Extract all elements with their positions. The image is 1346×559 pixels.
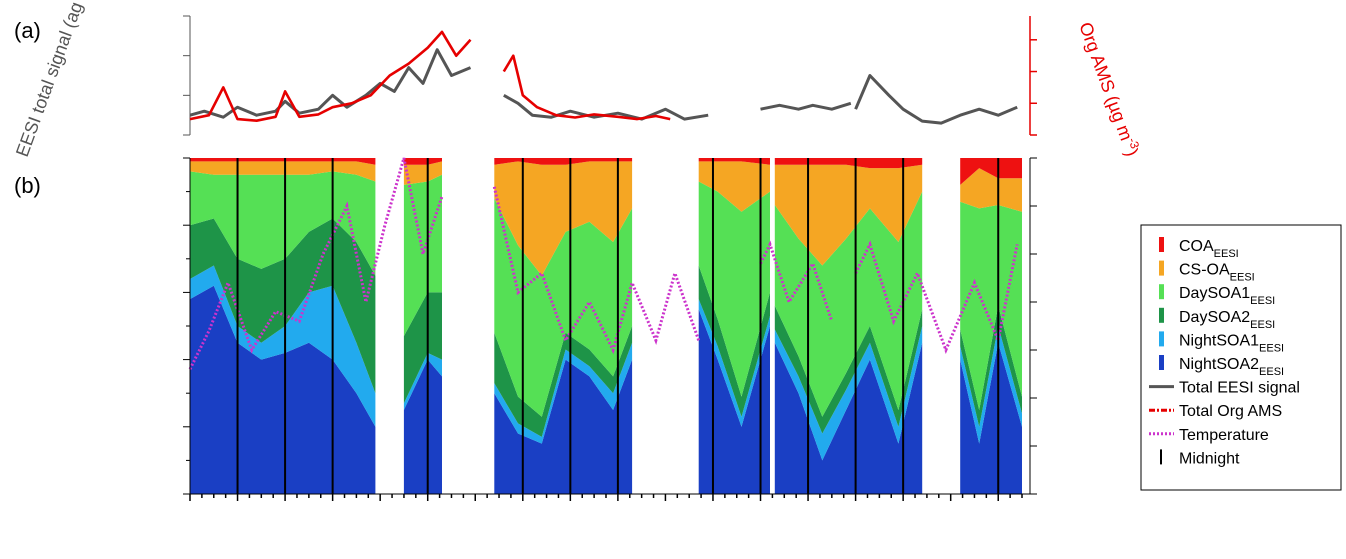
- area-daysoa2-segment: [190, 218, 376, 394]
- legend-box: [1140, 224, 1342, 491]
- area-coa-segment: [774, 158, 923, 169]
- org-ams-line-segment: [502, 54, 671, 121]
- total-eesi-line-segment: [503, 93, 709, 121]
- total-eesi-line-segment: [189, 48, 472, 119]
- legend-swatch-nightsoa2: [1159, 355, 1164, 370]
- area-cs-oa-segment: [698, 161, 770, 212]
- temperature-line-segment: [188, 157, 444, 370]
- area-coa-segment: [960, 158, 1022, 185]
- area-daysoa1-segment: [698, 181, 770, 397]
- area-nightsoa2-segment: [960, 342, 1022, 494]
- area-nightsoa1-segment: [494, 342, 633, 444]
- area-coa-segment: [494, 158, 633, 165]
- area-daysoa1-segment: [494, 198, 633, 417]
- legend-swatch-coa: [1159, 237, 1164, 252]
- legend: COAEESICS-OAEESIDaySOA1EESIDaySOA2EESINi…: [1140, 224, 1342, 491]
- area-cs-oa-segment: [403, 161, 442, 185]
- legend-label: NightSOA1EESI: [1179, 332, 1284, 354]
- area-nightsoa1-segment: [403, 352, 442, 410]
- legend-label: Temperature: [1179, 427, 1269, 444]
- total-eesi-line-segment: [760, 101, 852, 111]
- area-daysoa1-segment: [190, 171, 376, 276]
- legend-label: COAEESI: [1179, 238, 1239, 260]
- legend-label: Total EESI signal: [1179, 380, 1300, 397]
- area-cs-oa-segment: [190, 161, 376, 182]
- area-daysoa2-segment: [494, 326, 633, 437]
- legend-label: Midnight: [1179, 450, 1240, 467]
- total-eesi-line-segment: [854, 74, 1018, 125]
- area-nightsoa2-segment: [698, 309, 770, 494]
- org-ams-line-segment: [189, 30, 472, 122]
- area-daysoa1-segment: [403, 174, 442, 337]
- area-nightsoa1-segment: [190, 265, 376, 427]
- area-nightsoa2-segment: [403, 359, 442, 494]
- area-cs-oa-segment: [494, 161, 633, 276]
- area-daysoa2-segment: [698, 265, 770, 417]
- legend-label: Total Org AMS: [1179, 403, 1282, 420]
- legend-label: NightSOA2EESI: [1179, 356, 1284, 378]
- panel-b-chart: [183, 157, 1037, 501]
- area-coa-segment: [698, 158, 770, 165]
- area-nightsoa1-segment: [698, 299, 770, 427]
- area-daysoa1-segment: [960, 201, 1022, 410]
- area-nightsoa2-segment: [774, 342, 923, 494]
- area-coa-segment: [190, 158, 376, 165]
- legend-swatch-nightsoa1: [1159, 331, 1164, 347]
- legend-swatch-daysoa1: [1159, 284, 1164, 300]
- area-daysoa2-segment: [774, 305, 923, 434]
- panel-a-chart: EESI total signal (ag s-1)Org AMS (µg m-…: [12, 0, 1144, 159]
- area-nightsoa2-segment: [494, 359, 633, 494]
- area-daysoa1-segment: [774, 191, 923, 417]
- legend-swatch-cs-oa: [1159, 260, 1164, 276]
- area-coa-segment: [403, 158, 442, 165]
- area-nightsoa1-segment: [774, 326, 923, 461]
- area-cs-oa-segment: [774, 164, 923, 266]
- legend-label: CS-OAEESI: [1179, 262, 1255, 284]
- panel-a-right-axis-label: Org AMS (µg m-3): [1075, 19, 1144, 159]
- panel-a-label: (a): [14, 18, 41, 43]
- legend-label: DaySOA2EESI: [1179, 309, 1275, 331]
- area-daysoa2-segment: [960, 305, 1022, 427]
- legend-label: DaySOA1EESI: [1179, 285, 1275, 307]
- temperature-line-segment: [854, 240, 1019, 355]
- area-nightsoa2-segment: [190, 285, 376, 494]
- area-daysoa2-segment: [403, 292, 442, 404]
- area-nightsoa1-segment: [960, 326, 1022, 444]
- legend-swatch-daysoa2: [1159, 307, 1164, 323]
- area-cs-oa-segment: [960, 168, 1022, 212]
- panel-b-label: (b): [14, 173, 41, 198]
